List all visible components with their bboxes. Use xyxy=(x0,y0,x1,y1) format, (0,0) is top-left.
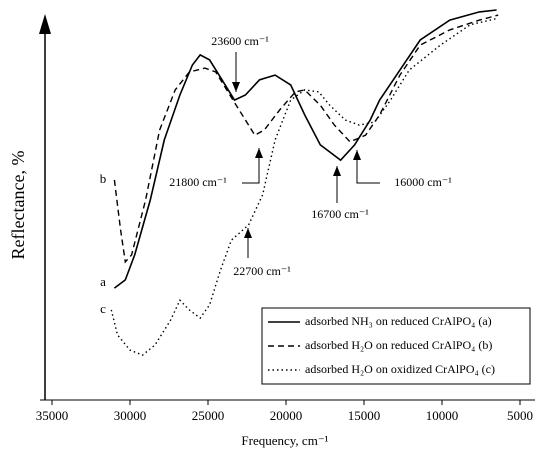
y-arrowhead xyxy=(39,14,51,34)
x-tick-label: 25000 xyxy=(192,408,225,423)
annotation-arrows xyxy=(232,52,380,258)
line-series xyxy=(113,9,497,289)
curve-label: a xyxy=(100,274,106,289)
annotation: 23600 cm⁻¹ xyxy=(211,34,269,48)
x-tick-label: 15000 xyxy=(348,408,381,423)
curve-label: c xyxy=(100,301,106,316)
legend-box xyxy=(261,307,531,385)
annotation: 16700 cm⁻¹ xyxy=(311,207,369,221)
arrow xyxy=(242,148,263,184)
x-tick-label: 35000 xyxy=(36,408,69,423)
legend-label: adsorbed H₂O on oxidized CrAlPO₄ (c) xyxy=(305,362,495,376)
line-series xyxy=(113,14,499,264)
annotation: 22700 cm⁻¹ xyxy=(233,264,291,278)
legend-label: adsorbed NH₃ on reduced CrAlPO₄ (a) xyxy=(305,314,492,328)
x-tick-label: 5000 xyxy=(507,408,533,423)
curve-label: b xyxy=(100,171,107,186)
legend-label: adsorbed H₂O on reduced CrAlPO₄ (b) xyxy=(305,338,492,352)
arrow xyxy=(353,150,380,184)
annotation: 16000 cm⁻¹ xyxy=(394,175,452,189)
x-tick-label: 10000 xyxy=(426,408,459,423)
y-axis-label: Reflectance, % xyxy=(8,151,28,260)
x-tick-label: 30000 xyxy=(114,408,147,423)
annotation: 21800 cm⁻¹ xyxy=(169,175,227,189)
x-axis-label: Frequency, cm⁻¹ xyxy=(241,433,328,448)
x-tick-label: 20000 xyxy=(270,408,303,423)
